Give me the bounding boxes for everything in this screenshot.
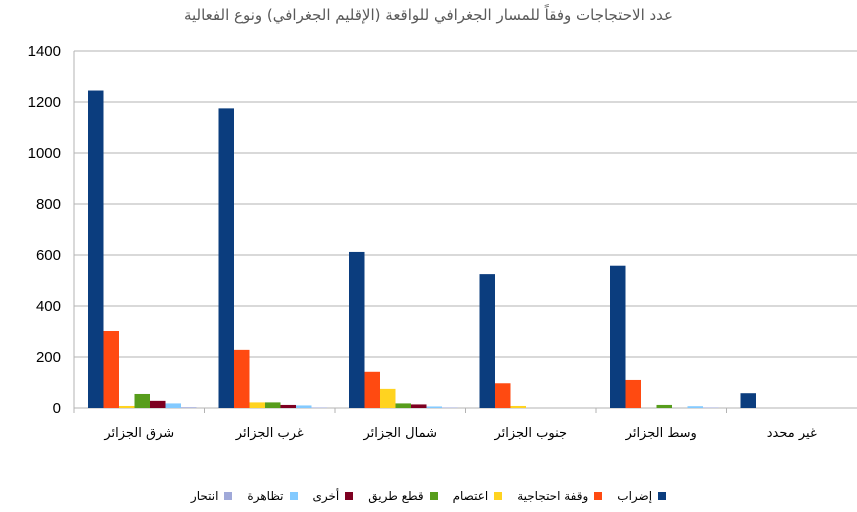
bar — [234, 349, 250, 408]
bar — [625, 379, 641, 408]
bar — [134, 393, 150, 408]
bar — [218, 108, 234, 408]
legend-label: إضراب — [617, 489, 653, 503]
bar — [280, 404, 296, 408]
y-axis: 0 200 400 600 800 1000 1200 1400 — [28, 43, 75, 417]
bar — [479, 274, 495, 408]
bar — [150, 400, 166, 408]
y-tick-label: 800 — [36, 196, 61, 213]
legend-swatch — [658, 492, 667, 500]
legend-label: تظاهرة — [247, 489, 284, 503]
x-category-label: وسط الجزائر — [625, 426, 697, 441]
legend-item: انتحار — [191, 489, 233, 503]
bar — [88, 90, 104, 409]
y-tick-label: 1200 — [28, 94, 61, 111]
bar — [442, 407, 458, 408]
bar — [103, 330, 119, 408]
legend-label: انتحار — [190, 489, 219, 503]
legend-swatch — [345, 492, 354, 500]
bar — [610, 265, 626, 408]
bar — [411, 404, 427, 408]
legend-label: وقفة احتجاجية — [517, 489, 589, 503]
bar — [426, 406, 442, 408]
bar — [249, 402, 265, 408]
bar — [349, 251, 365, 408]
bar — [181, 407, 197, 408]
legend-item: اعتصام — [453, 489, 503, 503]
legend-swatch — [429, 492, 438, 500]
bar — [119, 405, 135, 408]
bar — [656, 404, 672, 408]
legend-swatch — [594, 492, 603, 500]
legend-item: تظاهرة — [247, 489, 298, 503]
legend-swatch — [224, 492, 233, 500]
bar — [687, 406, 703, 408]
legend: انتحار تظاهرة أخرى قطع طريق اعتصام وقفة احتجا… — [0, 489, 857, 503]
bar — [364, 371, 380, 408]
legend-item: وقفة احتجاجية — [517, 489, 603, 503]
legend-label: قطع طريق — [368, 489, 424, 503]
x-category-label: جنوب الجزائر — [493, 426, 567, 441]
legend-label: اعتصام — [452, 489, 489, 503]
y-tick-label: 600 — [36, 247, 61, 264]
bar — [165, 403, 181, 408]
bar — [395, 403, 411, 408]
x-category-label: غير محدد — [767, 426, 817, 441]
bar — [311, 407, 327, 408]
legend-swatch — [494, 492, 503, 500]
grid-lines — [74, 50, 857, 409]
bar — [495, 383, 511, 408]
x-axis: شرق الجزائر غرب الجزائر شمال الجزائر جنوب ا… — [73, 408, 817, 441]
legend-item: إضراب — [617, 489, 667, 503]
y-tick-label: 0 — [53, 400, 61, 417]
legend-item: أخرى — [313, 489, 354, 503]
bars — [88, 90, 756, 409]
legend-label: أخرى — [312, 489, 340, 503]
bar — [510, 405, 526, 408]
bar — [703, 407, 719, 408]
x-category-label: شمال الجزائر — [363, 426, 438, 441]
y-tick-label: 1000 — [28, 145, 61, 162]
x-category-label: غرب الجزائر — [235, 426, 304, 441]
y-tick-label: 400 — [36, 298, 61, 315]
y-tick-label: 200 — [36, 349, 61, 366]
bar — [265, 402, 281, 408]
bar — [740, 393, 756, 408]
bar — [296, 405, 312, 408]
y-tick-label: 1400 — [28, 43, 61, 60]
legend-item: قطع طريق — [368, 489, 438, 503]
chart-title: عدد الاحتجاجات وفقاً للمسار الجغرافي للو… — [183, 6, 674, 24]
legend-swatch — [289, 492, 298, 500]
bar — [380, 388, 396, 408]
x-category-label: شرق الجزائر — [103, 426, 174, 441]
